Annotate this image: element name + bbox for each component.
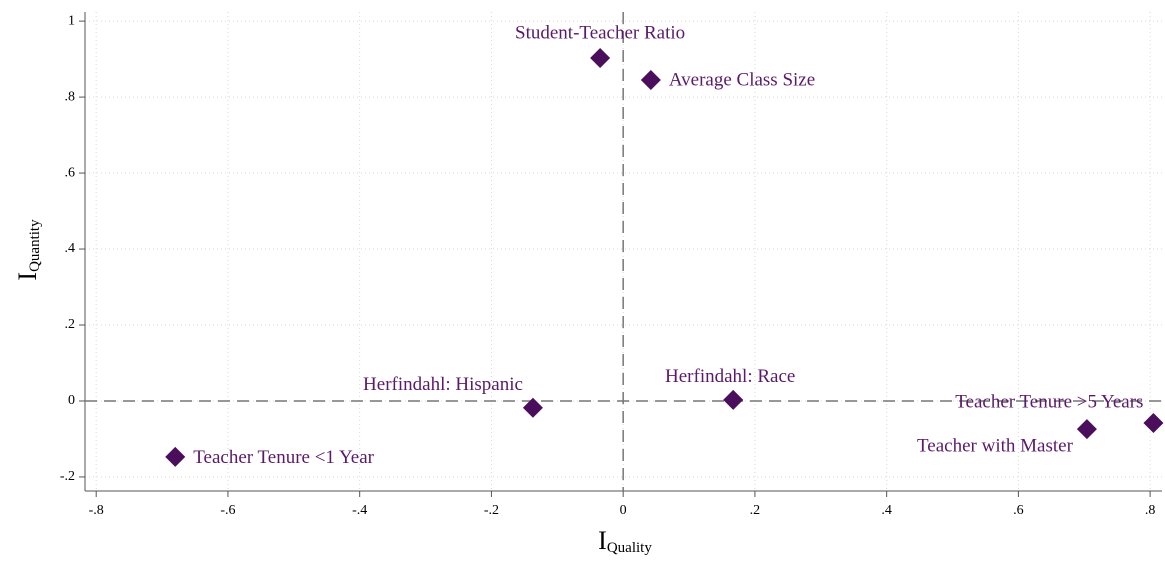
x-tick-label: -.2 [484,503,499,518]
x-axis-title-main: I [598,526,607,555]
x-axis-title-sub: Quality [607,540,652,556]
x-tick-label: .2 [750,503,761,518]
point [590,47,611,68]
y-axis-title: IQuantity [13,219,43,281]
point-label: Teacher with Master [917,435,1074,456]
y-tick-label: .4 [65,241,76,256]
x-tick-label: -.8 [89,503,104,518]
point-label: Average Class Size [669,69,815,90]
y-tick-label: .8 [65,89,76,104]
point [1143,413,1164,434]
y-axis-title-main: I [13,272,42,281]
x-tick-label: .6 [1013,503,1024,518]
x-tick-label: -.4 [352,503,367,518]
point-label: Teacher Tenure >5 Years [955,391,1143,412]
y-tick-label: .2 [65,317,76,332]
x-tick-label: 0 [620,503,627,518]
point [165,446,186,467]
point-label: Teacher Tenure <1 Year [193,447,374,468]
x-tick-label: .4 [881,503,892,518]
point-label: Student-Teacher Ratio [515,22,685,43]
y-tick-label: 0 [68,393,75,408]
x-tick-label: -.6 [220,503,235,518]
point [1076,419,1097,440]
point [723,389,744,410]
y-tick-label: 1 [68,13,75,28]
x-tick-label: .8 [1145,503,1156,518]
y-axis-title-sub: Quantity [27,219,43,272]
point-label: Herfindahl: Race [665,366,795,387]
point [640,69,661,90]
point-label: Herfindahl: Hispanic [363,374,523,395]
y-tick-label: -.2 [60,469,75,484]
y-tick-label: .6 [65,165,76,180]
x-axis-title: IQuality [598,526,652,556]
point [522,397,543,418]
